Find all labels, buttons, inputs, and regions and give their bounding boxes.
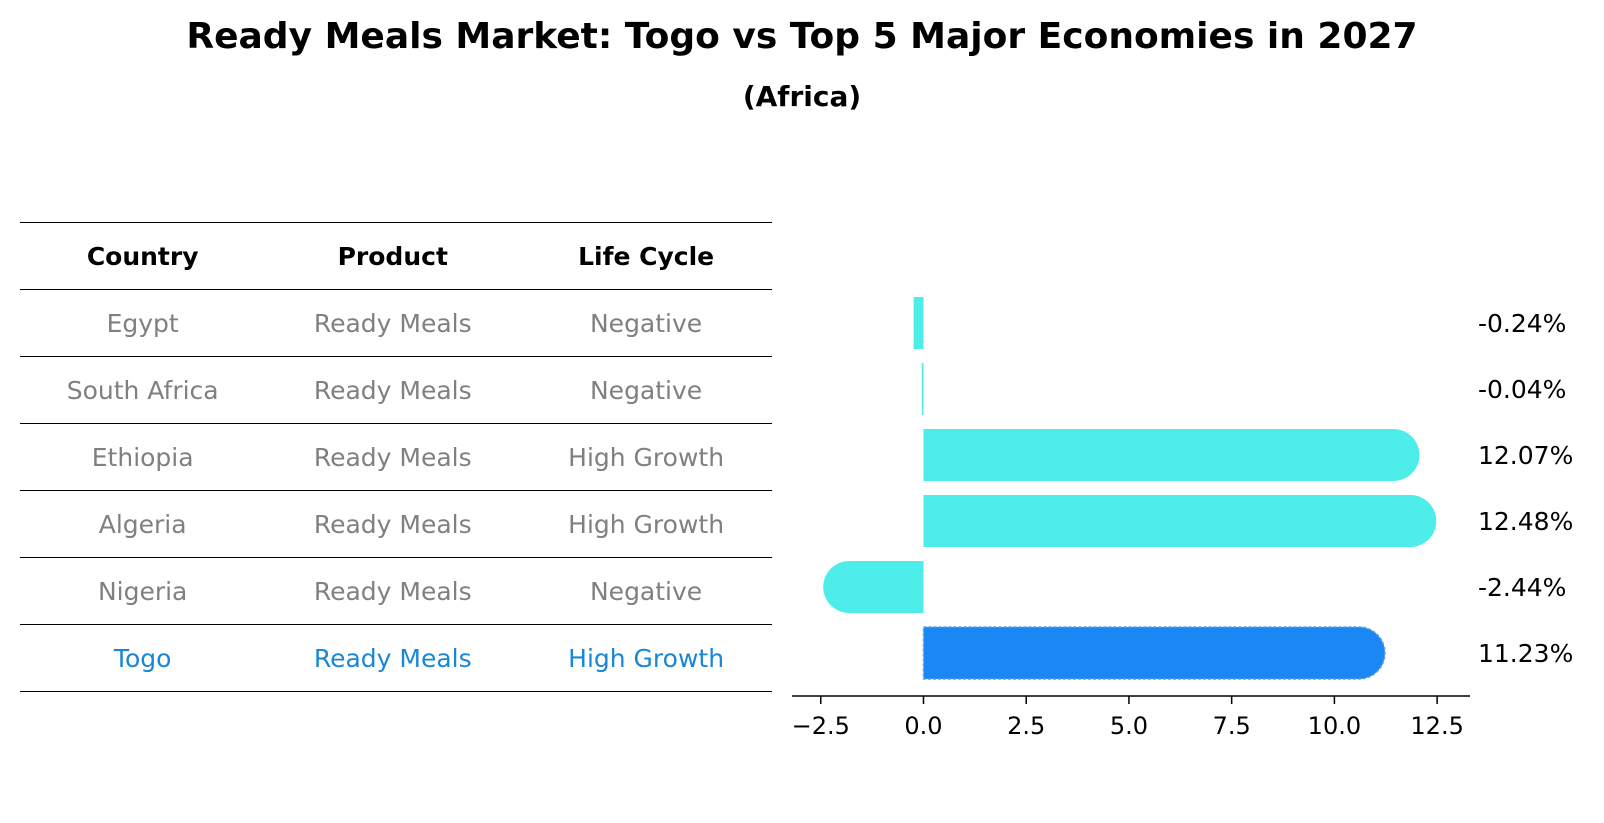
cell-product: Ready Meals [265,356,521,424]
chart-title: Ready Meals Market: Togo vs Top 5 Major … [186,16,1418,57]
header-country: Country [20,222,266,290]
table-row: Nigeria Ready Meals Negative [20,557,772,625]
cell-product: Ready Meals [265,423,521,491]
table-row: Egypt Ready Meals Negative [20,289,772,357]
cell-life-cycle: High Growth [520,423,772,491]
bar-highlight [922,626,1386,680]
cell-life-cycle: Negative [520,289,772,357]
x-tick-label: 0.0 [904,712,942,740]
value-label: 12.07% [1478,441,1573,470]
bar [923,429,1420,481]
cell-life-cycle: Negative [520,356,772,424]
cell-country: Ethiopia [20,423,266,491]
cell-life-cycle: High Growth [520,490,772,558]
bar [921,363,924,415]
cell-product: Ready Meals [265,557,521,625]
cell-country: Algeria [20,490,266,558]
value-label: 12.48% [1478,507,1573,536]
x-tick-label: 10.0 [1308,712,1361,740]
bars-layer [823,297,1437,680]
x-axis: −2.5 0.0 2.5 5.0 7.5 10.0 12.5 [792,695,1470,740]
value-label: -2.44% [1478,573,1566,602]
x-tick-label: 7.5 [1213,712,1251,740]
x-tick-label: 12.5 [1410,712,1463,740]
cell-product: Ready Meals [265,289,521,357]
table-row: South Africa Ready Meals Negative [20,356,772,424]
x-tick-label: 2.5 [1007,712,1045,740]
table-header-row: Country Product Life Cycle [20,222,772,290]
table-row: Algeria Ready Meals High Growth [20,490,772,558]
cell-product: Ready Meals [265,490,521,558]
table-row: Ethiopia Ready Meals High Growth [20,423,772,491]
x-tick-label: −2.5 [792,712,850,740]
bar [823,561,924,613]
cell-country: Togo [20,624,266,692]
cell-life-cycle: Negative [520,557,772,625]
header-product: Product [265,222,521,290]
bar [913,297,924,349]
header-life-cycle: Life Cycle [520,222,772,290]
chart-subtitle: (Africa) [742,80,862,113]
value-labels-layer: -0.24% -0.04% 12.07% 12.48% -2.44% 11.23% [1478,309,1573,668]
value-label: -0.24% [1478,309,1566,338]
cell-country: Nigeria [20,557,266,625]
cell-country: Egypt [20,289,266,357]
cell-product: Ready Meals [265,624,521,692]
x-tick-label: 5.0 [1110,712,1148,740]
value-label: -0.04% [1478,375,1566,404]
cell-country: South Africa [20,356,266,424]
cell-life-cycle: High Growth [520,624,772,692]
bar [923,495,1437,547]
table-row-highlight: Togo Ready Meals High Growth [20,624,772,692]
country-table: Country Product Life Cycle Egypt Ready M… [20,222,772,692]
value-label: 11.23% [1478,639,1573,668]
